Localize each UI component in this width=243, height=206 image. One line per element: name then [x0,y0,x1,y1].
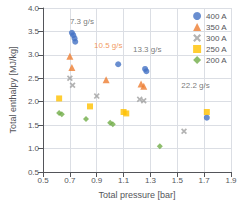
svg-text:2.0: 2.0 [28,97,40,106]
svg-text:350 A: 350 A [206,23,227,32]
svg-text:1.9: 1.9 [225,176,237,185]
svg-text:0.5: 0.5 [37,176,49,185]
svg-text:22.2 g/s: 22.2 g/s [181,81,209,90]
svg-text:Total enthalpy [MJ/kg]: Total enthalpy [MJ/kg] [8,46,18,133]
svg-text:13.3 g/s: 13.3 g/s [133,45,161,54]
svg-text:2.5: 2.5 [28,74,40,83]
svg-text:1.5: 1.5 [28,121,40,130]
svg-text:1.3: 1.3 [145,176,157,185]
svg-text:1.5: 1.5 [172,176,184,185]
svg-text:0.9: 0.9 [91,176,103,185]
svg-text:200 A: 200 A [206,56,227,65]
svg-text:Total pressure [bar]: Total pressure [bar] [98,190,175,200]
svg-text:3.5: 3.5 [28,27,40,36]
svg-text:300 A: 300 A [206,34,227,43]
svg-text:0.5: 0.5 [27,167,39,177]
svg-text:1.0: 1.0 [28,144,40,153]
svg-text:1.1: 1.1 [118,176,130,185]
svg-text:400 A: 400 A [206,12,227,21]
svg-text:7.3 g/s: 7.3 g/s [70,17,94,26]
svg-text:0.7: 0.7 [64,176,76,185]
svg-text:4.0: 4.0 [28,4,40,13]
svg-text:250 A: 250 A [206,45,227,54]
svg-text:3.0: 3.0 [28,50,40,59]
svg-text:1.7: 1.7 [199,176,211,185]
svg-text:10.5 g/s: 10.5 g/s [94,41,122,50]
